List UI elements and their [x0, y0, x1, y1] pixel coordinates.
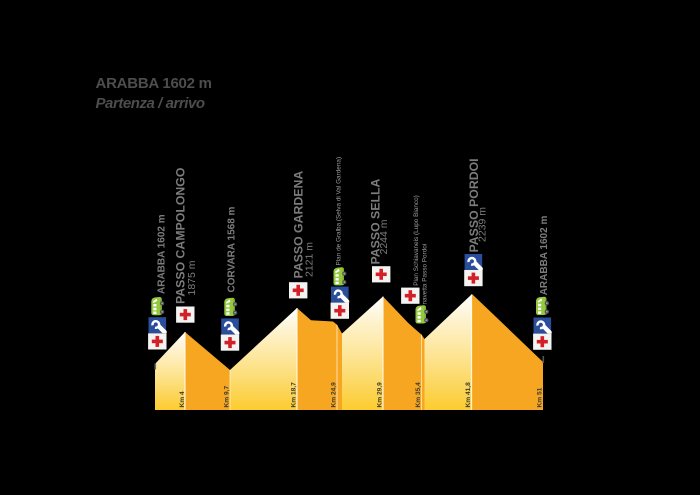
svg-text:Km 35,4: Km 35,4: [415, 382, 422, 408]
svg-text:ARABBA 1602 m: ARABBA 1602 m: [157, 214, 168, 294]
svg-text:2121 m: 2121 m: [304, 242, 316, 277]
svg-text:PASSO CAMPOLONGO: PASSO CAMPOLONGO: [174, 167, 188, 304]
svg-text:Pian Schiavaneis (Lupo Bianco): Pian Schiavaneis (Lupo Bianco): [413, 195, 420, 286]
svg-text:Km 24,9: Km 24,9: [331, 382, 338, 408]
svg-text:1875 m: 1875 m: [186, 260, 198, 295]
svg-text:Km 51: Km 51: [537, 387, 544, 407]
svg-text:2244 m: 2244 m: [378, 219, 390, 254]
svg-text:Km 9,7: Km 9,7: [224, 386, 231, 408]
svg-text:ARABBA 1602 m: ARABBA 1602 m: [539, 216, 550, 296]
svg-text:Partenza / arrivo: Partenza / arrivo: [96, 95, 205, 112]
svg-text:CORVARA 1568 m: CORVARA 1568 m: [227, 206, 238, 292]
svg-text:Plan de Gralba (Selva di Val G: Plan de Gralba (Selva di Val Gardena): [336, 157, 343, 266]
svg-text:PASSO GARDENA: PASSO GARDENA: [292, 171, 306, 279]
svg-text:ARABBA 1602 m: ARABBA 1602 m: [96, 75, 212, 92]
svg-text:PASSO PORDOI: PASSO PORDOI: [467, 158, 481, 252]
svg-text:navetta Passo Pordoi: navetta Passo Pordoi: [422, 244, 429, 305]
svg-text:Km 41,8: Km 41,8: [465, 382, 472, 408]
svg-text:Km 4: Km 4: [179, 391, 186, 407]
svg-text:Km 29,9: Km 29,9: [377, 382, 384, 408]
svg-text:PASSO SELLA: PASSO SELLA: [369, 179, 383, 265]
svg-text:2239 m: 2239 m: [477, 207, 489, 242]
svg-text:Km 18,7: Km 18,7: [291, 382, 298, 408]
